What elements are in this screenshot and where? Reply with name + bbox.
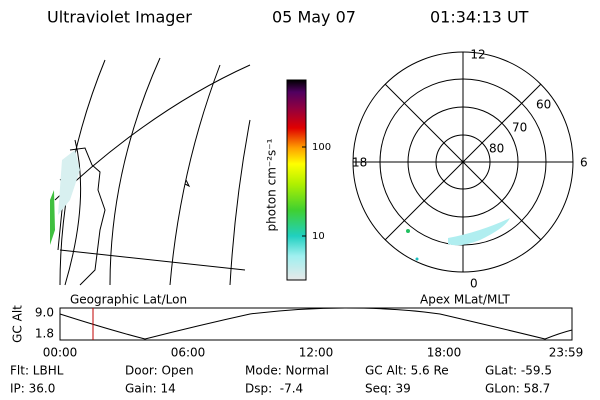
- footer: Flt: LBHL Door: Open Mode: Normal GC Alt: 5…: [10, 364, 552, 396]
- status-field: Gain: 14: [125, 382, 176, 396]
- colorbar-label: photon cm⁻²s⁻¹: [265, 138, 279, 231]
- caption: Geographic Lat/Lon: [70, 293, 187, 307]
- date: 05 May 07: [272, 8, 356, 27]
- y-tick-label: 1.8: [35, 327, 54, 341]
- polar-plot: [352, 51, 574, 273]
- mlat-label: 60: [536, 98, 551, 112]
- geographic-map: [50, 57, 251, 286]
- status-field: Door: Open: [125, 364, 194, 378]
- status-field: Seq: 39: [365, 382, 411, 396]
- x-tick-label: 06:00: [171, 346, 206, 360]
- mlt-label: 18: [352, 156, 367, 170]
- x-tick-label: 23:59: [549, 346, 584, 360]
- caption: Apex MLat/MLT: [420, 293, 510, 307]
- x-tick-label: 12:00: [299, 346, 334, 360]
- mlat-label: 70: [512, 121, 527, 135]
- y-tick-label: 9.0: [35, 306, 54, 320]
- mlt-label: 0: [470, 277, 478, 291]
- altitude-curve: [59, 307, 573, 340]
- status-field: GC Alt: 5.6 Re: [365, 364, 449, 378]
- x-tick-label: 18:00: [427, 346, 462, 360]
- mlat-label: 80: [489, 142, 504, 156]
- status-field: Flt: LBHL: [10, 364, 64, 378]
- status-field: GLon: 58.7: [485, 382, 550, 396]
- mlt-label: 6: [580, 156, 588, 170]
- colorbar-tick-label: 100: [312, 142, 331, 153]
- status-field: IP: 36.0: [10, 382, 55, 396]
- status-field: Mode: Normal: [245, 364, 329, 378]
- altitude-plot: [59, 307, 573, 341]
- axis-label: GC Alt: [11, 305, 25, 343]
- status-field: Dsp: -7.4: [245, 382, 303, 396]
- x-tick-label: 00:00: [43, 346, 78, 360]
- time: 01:34:13 UT: [430, 8, 529, 27]
- colorbar: [286, 79, 307, 281]
- title: Ultraviolet Imager: [47, 8, 192, 27]
- mlt-label: 12: [470, 48, 485, 62]
- colorbar-tick-label: 10: [312, 231, 325, 242]
- status-field: GLat: -59.5: [485, 364, 552, 378]
